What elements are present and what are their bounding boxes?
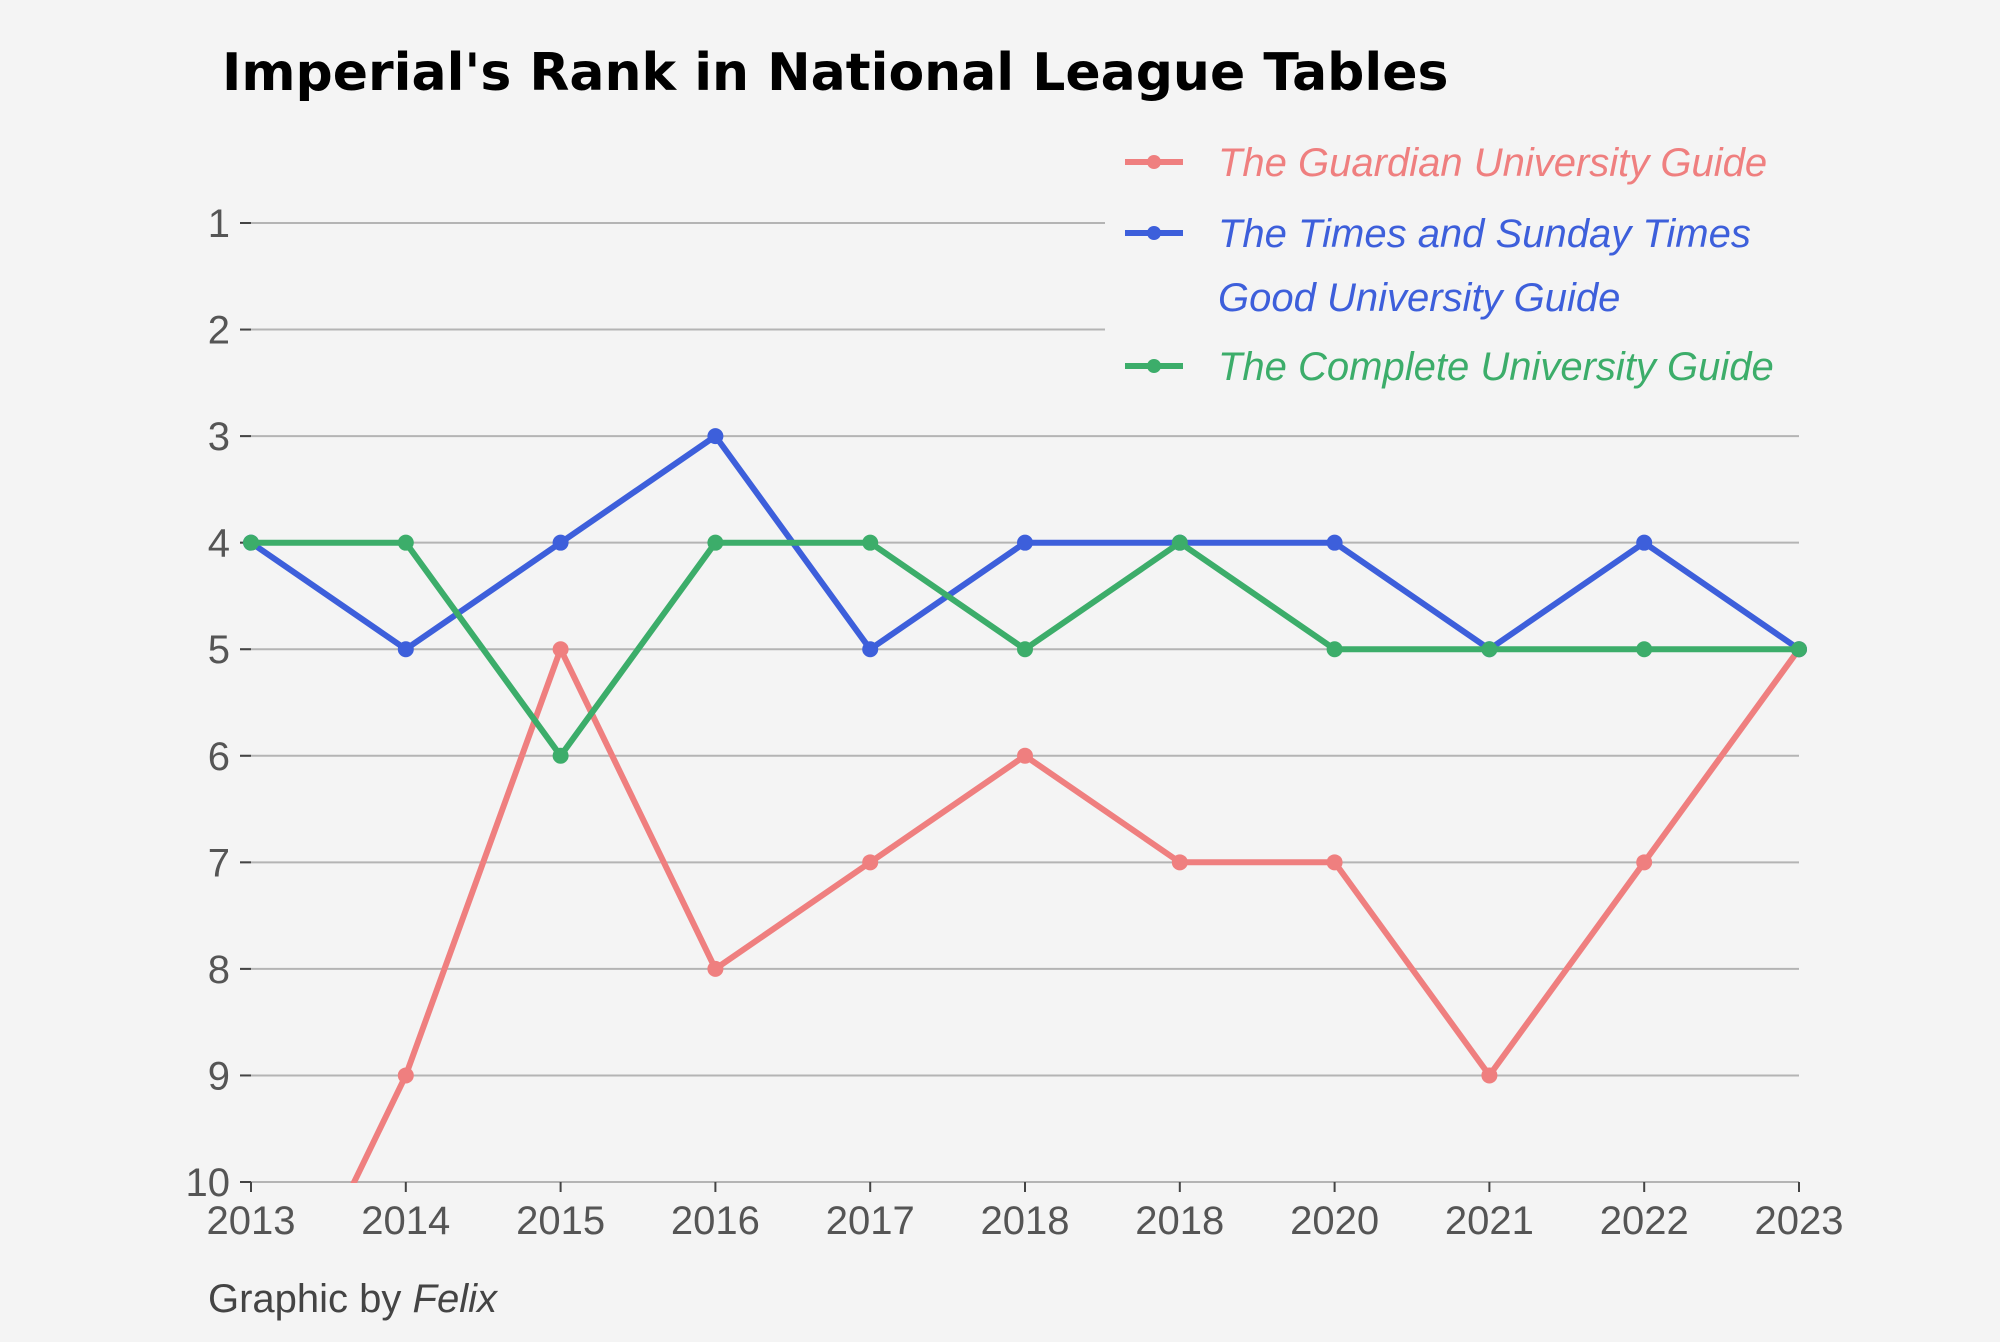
credit-name: Felix xyxy=(413,1277,499,1321)
data-point-0-7 xyxy=(1326,854,1343,871)
legend-label-0: The Guardian University Guide xyxy=(1218,141,1767,185)
y-tick-label-7: 7 xyxy=(208,841,230,885)
credit-text: Graphic by Felix xyxy=(208,1277,499,1321)
data-point-0-6 xyxy=(1171,854,1188,871)
data-point-1-2 xyxy=(552,534,569,551)
data-point-0-5 xyxy=(1017,747,1033,764)
credit-prefix: Graphic by xyxy=(208,1277,413,1321)
data-point-2-8 xyxy=(1481,641,1498,658)
data-point-0-1 xyxy=(397,1067,414,1084)
data-point-2-3 xyxy=(707,534,724,551)
y-tick-label-3: 3 xyxy=(208,415,230,459)
data-point-1-1 xyxy=(397,641,414,658)
data-point-2-2 xyxy=(552,747,569,764)
x-tick-label-5: 2018 xyxy=(981,1199,1070,1243)
data-point-1-9 xyxy=(1636,534,1653,551)
x-axis-ticks: 2013 2014 2015 2016 2017 2018 2018 2020 2021 2022… xyxy=(207,1182,1844,1243)
data-point-0-4 xyxy=(862,854,879,871)
y-tick-label-4: 4 xyxy=(208,522,230,566)
data-point-2-1 xyxy=(397,534,414,551)
series-lines xyxy=(243,428,1807,1183)
y-tick-label-2: 2 xyxy=(208,309,230,353)
data-point-2-6 xyxy=(1171,534,1188,551)
y-tick-label-1: 1 xyxy=(208,202,230,246)
x-tick-label-10: 2023 xyxy=(1755,1199,1844,1243)
data-point-0-2 xyxy=(552,641,569,658)
y-tick-label-5: 5 xyxy=(208,628,230,672)
y-tick-label-9: 9 xyxy=(208,1054,230,1098)
x-tick-label-9: 2022 xyxy=(1600,1199,1689,1243)
data-point-1-3 xyxy=(707,428,724,445)
x-tick-label-4: 2017 xyxy=(826,1199,915,1243)
y-tick-label-6: 6 xyxy=(208,735,230,779)
x-tick-label-0: 2013 xyxy=(207,1199,296,1243)
x-tick-label-1: 2014 xyxy=(361,1199,450,1243)
legend-label-1: The Times and Sunday Times Good Universit… xyxy=(1218,212,1751,320)
legend-label-2: The Complete University Guide xyxy=(1218,345,1774,389)
chart-title: Imperial's Rank in National League Table… xyxy=(222,43,1448,103)
data-point-1-4 xyxy=(862,641,879,658)
legend-marker-2 xyxy=(1147,359,1161,373)
data-point-0-8 xyxy=(1481,1067,1498,1084)
data-point-1-7 xyxy=(1326,534,1343,551)
x-tick-label-2: 2015 xyxy=(516,1199,605,1243)
legend-marker-0 xyxy=(1147,155,1161,169)
x-tick-label-6: 2018 xyxy=(1135,1199,1224,1243)
data-point-2-0 xyxy=(243,534,259,551)
data-point-0-3 xyxy=(707,960,724,977)
x-tick-label-3: 2016 xyxy=(671,1199,760,1243)
y-tick-label-8: 8 xyxy=(208,948,230,992)
data-point-2-4 xyxy=(862,534,879,551)
legend-marker-1 xyxy=(1147,226,1161,240)
y-tick-label-10: 10 xyxy=(186,1161,231,1205)
x-tick-label-8: 2021 xyxy=(1445,1199,1534,1243)
data-point-1-5 xyxy=(1017,534,1033,551)
legend: The Guardian University Guide The Times a… xyxy=(1125,141,1774,389)
x-tick-label-7: 2020 xyxy=(1290,1199,1379,1243)
data-point-2-10 xyxy=(1791,641,1807,658)
series-2 xyxy=(243,534,1807,764)
data-point-2-7 xyxy=(1326,641,1343,658)
y-axis-ticks: 1 2 3 4 5 6 7 8 9 10 xyxy=(186,202,251,1205)
data-point-0-9 xyxy=(1636,854,1653,871)
data-point-2-5 xyxy=(1017,641,1033,658)
data-point-2-9 xyxy=(1636,641,1653,658)
